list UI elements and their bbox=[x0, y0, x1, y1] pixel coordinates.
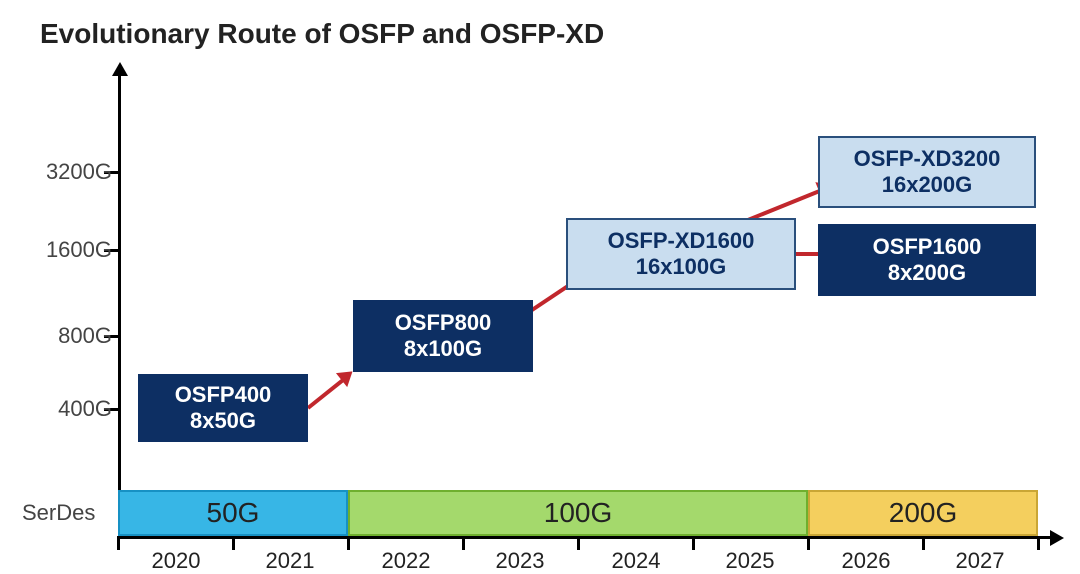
evolution-arrow bbox=[307, 379, 344, 409]
node-osfp800: OSFP8008x100G bbox=[353, 300, 533, 372]
y-axis-arrowhead bbox=[112, 62, 128, 76]
node-subtitle: 8x200G bbox=[888, 260, 966, 286]
xtick-label: 2027 bbox=[956, 548, 1005, 574]
x-axis bbox=[118, 536, 1052, 539]
serdes-axis-label: SerDes bbox=[22, 500, 95, 526]
y-axis bbox=[118, 74, 121, 490]
node-subtitle: 16x200G bbox=[882, 172, 973, 198]
xtick-label: 2026 bbox=[842, 548, 891, 574]
node-osfp400: OSFP4008x50G bbox=[138, 374, 308, 442]
node-osfp1600: OSFP16008x200G bbox=[818, 224, 1036, 296]
serdes-band-label: 100G bbox=[544, 497, 613, 529]
node-subtitle: 8x50G bbox=[190, 408, 256, 434]
node-title: OSFP1600 bbox=[873, 234, 982, 260]
node-title: OSFP800 bbox=[395, 310, 492, 336]
xtick-label: 2024 bbox=[612, 548, 661, 574]
xtick-label: 2021 bbox=[266, 548, 315, 574]
node-subtitle: 16x100G bbox=[636, 254, 727, 280]
serdes-band-200G: 200G bbox=[808, 490, 1038, 536]
xtick-label: 2023 bbox=[496, 548, 545, 574]
node-title: OSFP400 bbox=[175, 382, 272, 408]
serdes-band-100G: 100G bbox=[348, 490, 808, 536]
node-xd3200: OSFP-XD320016x200G bbox=[818, 136, 1036, 208]
xtick-label: 2020 bbox=[152, 548, 201, 574]
node-title: OSFP-XD1600 bbox=[608, 228, 755, 254]
serdes-band-label: 50G bbox=[207, 497, 260, 529]
node-title: OSFP-XD3200 bbox=[854, 146, 1001, 172]
evolution-chart: 400G800G1600G3200GOSFP4008x50GOSFP8008x1… bbox=[118, 74, 1038, 534]
page-title: Evolutionary Route of OSFP and OSFP-XD bbox=[40, 18, 604, 50]
ytick-label: 800G bbox=[22, 323, 112, 349]
node-xd1600: OSFP-XD160016x100G bbox=[566, 218, 796, 290]
serdes-band-label: 200G bbox=[889, 497, 958, 529]
node-subtitle: 8x100G bbox=[404, 336, 482, 362]
ytick-label: 1600G bbox=[22, 237, 112, 263]
serdes-band-50G: 50G bbox=[118, 490, 348, 536]
ytick-label: 400G bbox=[22, 396, 112, 422]
xtick-label: 2025 bbox=[726, 548, 775, 574]
xtick-label: 2022 bbox=[382, 548, 431, 574]
ytick-label: 3200G bbox=[22, 159, 112, 185]
x-axis-arrowhead bbox=[1050, 530, 1064, 546]
